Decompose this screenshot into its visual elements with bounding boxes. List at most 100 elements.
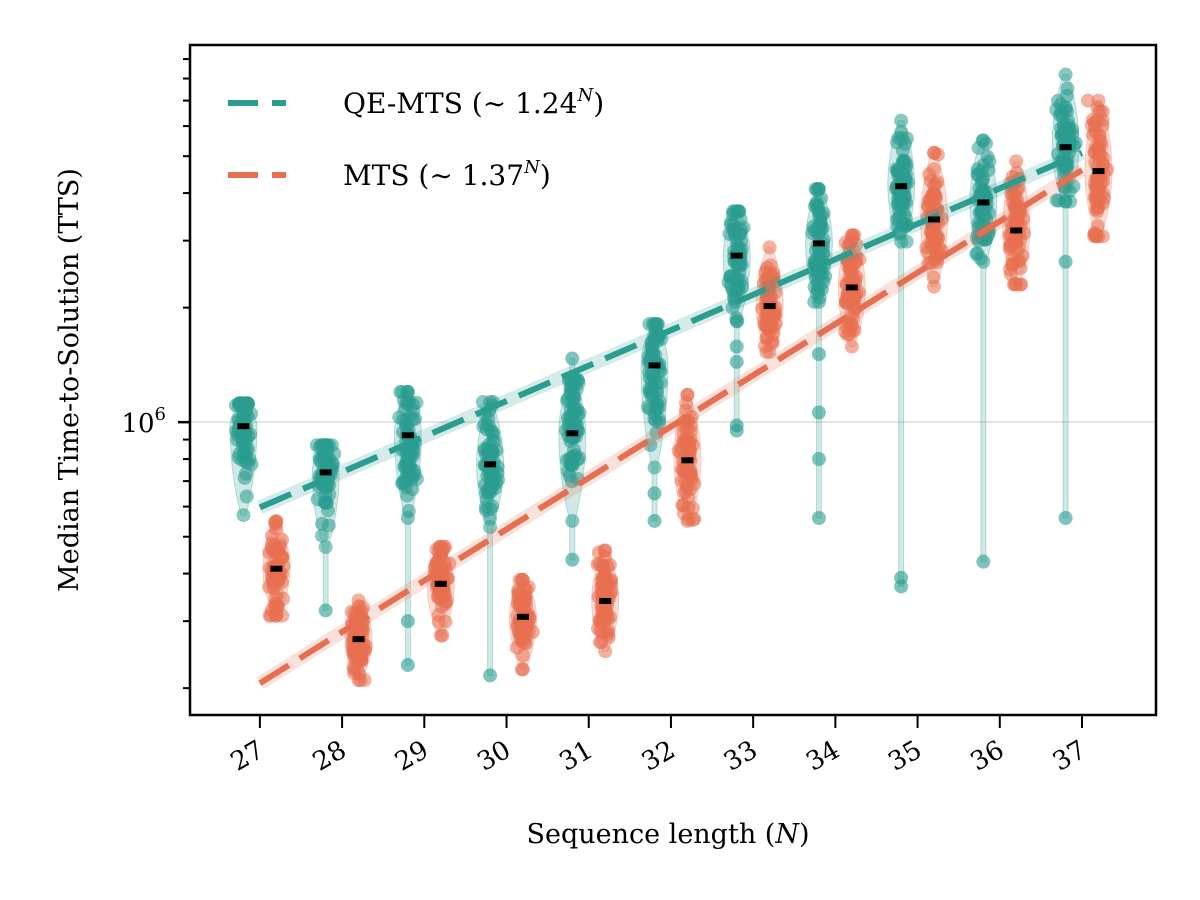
- point-mts-35: [927, 162, 941, 177]
- median-qe-mts-32: [648, 362, 661, 369]
- point-mts-27: [269, 608, 284, 623]
- median-mts-27: [270, 565, 283, 572]
- point-qe-mts-36: [977, 209, 992, 224]
- point-mts-34: [844, 339, 859, 354]
- point-mts-33: [762, 266, 777, 281]
- point-mts-31: [601, 623, 616, 638]
- y-axis: 106: [121, 58, 190, 690]
- point-qe-mts-34: [811, 182, 826, 197]
- point-qe-mts-36: [982, 154, 997, 169]
- median-mts-33: [763, 302, 776, 309]
- point-qe-mts-29: [400, 488, 415, 503]
- point-qe-mts-34: [809, 197, 824, 212]
- point-qe-mts-31: [566, 449, 581, 464]
- point-qe-mts-32: [647, 317, 662, 332]
- point-qe-mts-30: [479, 492, 494, 507]
- median-qe-mts-31: [566, 430, 579, 437]
- point-qe-mts-29: [401, 465, 416, 480]
- fit-line-qe-mts: [258, 150, 1084, 511]
- outlier-qe-mts-29: [400, 614, 415, 629]
- point-mts-31: [598, 543, 613, 558]
- point-mts-32: [682, 464, 697, 479]
- point-qe-mts-30: [483, 480, 498, 495]
- point-mts-35: [927, 145, 942, 160]
- point-mts-35: [927, 279, 942, 294]
- legend-label-qe-mts: QE-MTS (∼ 1.24N): [343, 85, 604, 120]
- point-qe-mts-34: [813, 217, 828, 232]
- point-qe-mts-33: [733, 227, 748, 241]
- point-mts-29: [431, 590, 446, 605]
- median-qe-mts-29: [401, 432, 414, 439]
- point-mts-37: [1094, 175, 1109, 190]
- fit-line-mts: [258, 167, 1084, 686]
- point-qe-mts-37: [1058, 194, 1073, 209]
- point-qe-mts-31: [570, 402, 585, 417]
- outlier-qe-mts-33: [729, 339, 744, 354]
- point-mts-36: [1009, 154, 1024, 169]
- point-mts-29: [433, 539, 448, 554]
- median-markers: [237, 144, 1105, 643]
- point-mts-34: [844, 228, 859, 243]
- point-mts-31: [603, 610, 617, 625]
- point-mts-28: [351, 593, 366, 608]
- point-qe-mts-27: [235, 431, 250, 446]
- outlier-qe-mts-34: [811, 510, 826, 525]
- y-axis-label: Median Time-to-Solution (TTS): [54, 168, 85, 592]
- point-qe-mts-31: [565, 513, 580, 528]
- median-qe-mts-34: [812, 240, 825, 247]
- outlier-qe-mts-33: [729, 423, 744, 438]
- outlier-qe-mts-35: [894, 579, 909, 594]
- median-mts-28: [352, 636, 365, 643]
- point-mts-37: [1080, 93, 1095, 108]
- point-mts-27: [267, 538, 282, 553]
- point-qe-mts-34: [815, 282, 829, 297]
- median-mts-30: [516, 613, 529, 620]
- point-mts-35: [928, 176, 943, 191]
- point-qe-mts-29: [399, 413, 413, 428]
- point-mts-27: [269, 513, 284, 528]
- point-mts-33: [760, 330, 775, 345]
- point-qe-mts-35: [895, 196, 910, 211]
- point-mts-35: [919, 240, 934, 255]
- point-mts-37: [1090, 113, 1105, 128]
- median-qe-mts-36: [977, 199, 990, 206]
- point-mts-34: [847, 323, 862, 338]
- median-qe-mts-33: [730, 252, 743, 259]
- point-qe-mts-33: [729, 314, 744, 329]
- point-mts-36: [1009, 277, 1024, 292]
- outlier-qe-mts-34: [811, 452, 826, 467]
- point-mts-32: [682, 444, 697, 458]
- point-qe-mts-35: [889, 212, 904, 227]
- point-mts-29: [431, 615, 446, 630]
- point-qe-mts-28: [318, 539, 333, 554]
- point-mts-31: [598, 644, 613, 659]
- outlier-qe-mts-37: [1058, 254, 1073, 269]
- median-mts-34: [845, 284, 858, 291]
- point-qe-mts-30: [486, 467, 501, 482]
- point-mts-34: [839, 296, 854, 311]
- point-mts-30: [515, 572, 530, 587]
- median-mts-36: [1010, 227, 1023, 234]
- point-qe-mts-32: [650, 397, 665, 412]
- legend-entry-qe-mts: QE-MTS (∼ 1.24N): [228, 85, 604, 120]
- point-qe-mts-27: [237, 470, 252, 485]
- point-qe-mts-28: [315, 528, 329, 543]
- outlier-qe-mts-30: [483, 668, 498, 683]
- point-qe-mts-32: [650, 386, 664, 401]
- point-qe-mts-35: [898, 171, 913, 186]
- point-mts-37: [1090, 190, 1105, 205]
- outlier-qe-mts-36: [976, 554, 991, 569]
- point-qe-mts-29: [398, 402, 412, 417]
- point-qe-mts-29: [395, 475, 410, 490]
- point-qe-mts-28: [318, 488, 333, 503]
- point-mts-37: [1090, 141, 1105, 156]
- point-mts-31: [596, 559, 610, 574]
- point-qe-mts-33: [723, 268, 738, 283]
- point-mts-33: [768, 308, 782, 323]
- median-qe-mts-27: [237, 423, 250, 430]
- point-mts-30: [516, 648, 530, 663]
- median-qe-mts-35: [895, 183, 908, 190]
- point-mts-28: [351, 673, 366, 688]
